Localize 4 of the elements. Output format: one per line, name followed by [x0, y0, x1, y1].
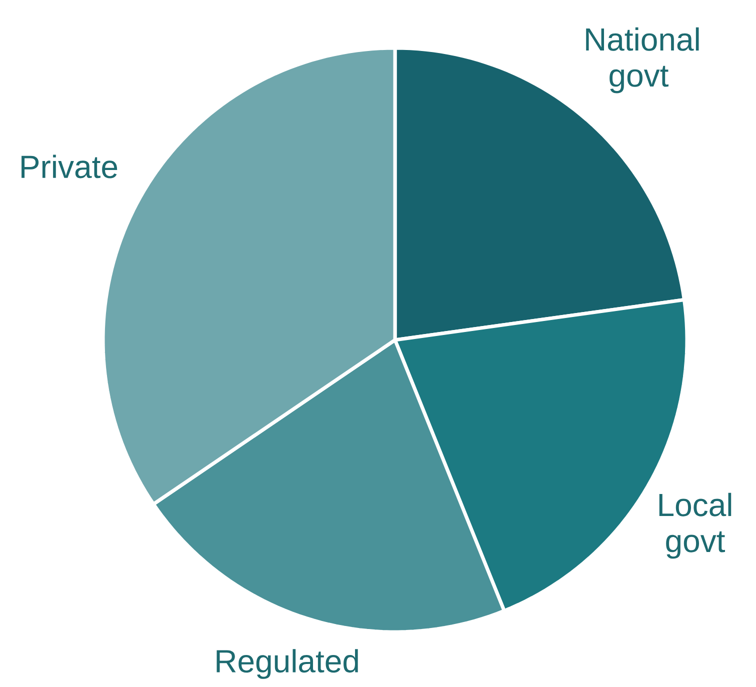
slice-label: Private	[22, 154, 118, 178]
slice-label: National govt	[586, 27, 699, 94]
slice-label: Local govt	[659, 492, 732, 559]
slice-label: Regulated	[216, 649, 358, 679]
